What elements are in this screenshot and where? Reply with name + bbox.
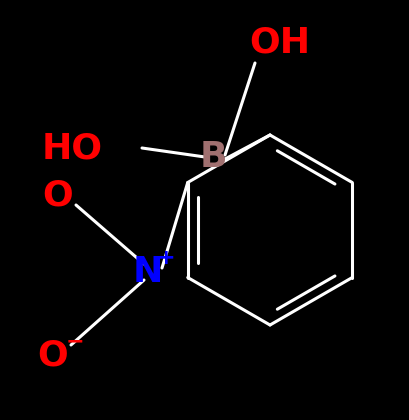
Text: O: O xyxy=(38,338,68,372)
Text: +: + xyxy=(156,248,175,268)
Text: O: O xyxy=(43,178,73,212)
Text: −: − xyxy=(65,331,84,351)
Text: OH: OH xyxy=(249,25,310,59)
Text: HO: HO xyxy=(41,131,102,165)
Text: B: B xyxy=(199,140,226,174)
Text: N: N xyxy=(133,255,163,289)
